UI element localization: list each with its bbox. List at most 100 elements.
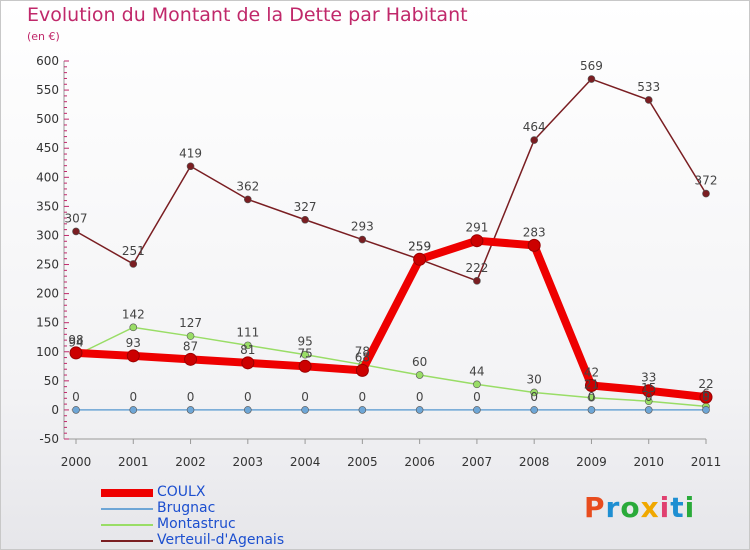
data-point bbox=[241, 356, 255, 370]
x-tick-label: 2006 bbox=[404, 455, 435, 469]
data-point bbox=[129, 260, 138, 268]
axes bbox=[63, 61, 706, 440]
data-point bbox=[587, 406, 596, 414]
data-point bbox=[473, 406, 481, 414]
data-point bbox=[184, 352, 198, 366]
x-tick-label: 2007 bbox=[462, 455, 493, 469]
data-label: 0 bbox=[244, 390, 252, 404]
data-label: 44 bbox=[469, 364, 484, 378]
data-label: 0 bbox=[72, 390, 80, 404]
series-group bbox=[69, 75, 713, 414]
data-label: 142 bbox=[122, 307, 145, 321]
data-label: 0 bbox=[588, 390, 596, 404]
data-point bbox=[72, 227, 80, 236]
data-label: 87 bbox=[183, 339, 198, 353]
data-point bbox=[186, 332, 195, 340]
data-label: 259 bbox=[408, 239, 431, 253]
data-point bbox=[301, 350, 309, 359]
data-point bbox=[530, 136, 538, 144]
data-label: 0 bbox=[530, 390, 538, 404]
data-point bbox=[126, 349, 140, 363]
legend-swatch bbox=[101, 508, 153, 510]
data-point bbox=[358, 406, 367, 414]
x-tick-label: 2004 bbox=[290, 455, 321, 469]
data-label: 222 bbox=[465, 261, 488, 275]
y-tick-label: 350 bbox=[36, 199, 59, 213]
data-point bbox=[129, 323, 138, 332]
data-label: 98 bbox=[68, 333, 83, 347]
logo-letter: P bbox=[584, 491, 606, 524]
data-point bbox=[644, 96, 653, 104]
y-tick-label: 550 bbox=[36, 83, 59, 97]
data-label: 419 bbox=[179, 146, 202, 160]
data-point bbox=[72, 406, 80, 414]
chart-title: Evolution du Montant de la Dette par Hab… bbox=[27, 4, 468, 26]
x-tick-label: 2008 bbox=[519, 455, 550, 469]
data-point bbox=[298, 359, 312, 373]
data-label: 127 bbox=[179, 316, 202, 330]
y-tick-label: 150 bbox=[36, 316, 59, 330]
line-chart: -50050100150200250300350400450500550600 … bbox=[36, 54, 722, 469]
data-point bbox=[301, 215, 309, 224]
x-tick-label: 2009 bbox=[576, 455, 607, 469]
x-tick-label: 2003 bbox=[233, 455, 264, 469]
data-labels: 307 251 419 362 327 293 259 222 464 569 533 372 94 14… bbox=[65, 59, 718, 404]
legend-item: Brugnac bbox=[101, 500, 361, 517]
data-label: 21 bbox=[584, 378, 599, 392]
y-tick-label: 0 bbox=[51, 403, 59, 417]
legend-label: Montastruc bbox=[157, 516, 236, 532]
data-label: 569 bbox=[580, 59, 603, 73]
data-label: 259 bbox=[408, 239, 431, 253]
data-point bbox=[473, 380, 481, 389]
y-tick-label: 250 bbox=[36, 258, 59, 272]
x-tick-label: 2005 bbox=[347, 455, 378, 469]
y-tick-label: 400 bbox=[36, 170, 59, 184]
legend-item: COULX bbox=[101, 484, 361, 501]
data-point bbox=[186, 406, 195, 414]
data-label: 0 bbox=[129, 390, 137, 404]
data-point bbox=[244, 195, 252, 204]
data-point bbox=[358, 235, 367, 244]
data-label: 327 bbox=[294, 200, 317, 214]
data-point bbox=[530, 406, 538, 414]
data-point bbox=[244, 406, 252, 414]
data-label: 293 bbox=[351, 220, 374, 234]
y-tick-label: 450 bbox=[36, 141, 59, 155]
data-point bbox=[301, 406, 309, 414]
y-tick-label: 200 bbox=[36, 287, 59, 301]
data-label: 0 bbox=[187, 390, 195, 404]
logo-letter: t bbox=[670, 491, 685, 524]
data-label: 464 bbox=[523, 120, 546, 134]
legend-item: Verteuil-d'Agenais bbox=[101, 532, 361, 549]
data-label: 372 bbox=[695, 174, 718, 188]
data-label: 68 bbox=[355, 350, 370, 364]
series-line-coulx bbox=[72, 236, 710, 402]
data-point bbox=[470, 234, 484, 248]
y-axis-ticks: -50 0 50 100 150 200 250 300 350 400 450 500 550 600 bbox=[36, 54, 69, 446]
data-point bbox=[699, 390, 713, 404]
data-label: 283 bbox=[523, 225, 546, 239]
data-point bbox=[415, 406, 424, 414]
data-point bbox=[587, 393, 596, 402]
legend: COULX Brugnac Montastruc Verteuil-d'Agenais bbox=[101, 484, 361, 549]
data-label: 0 bbox=[473, 390, 481, 404]
data-point bbox=[244, 341, 252, 350]
data-point bbox=[186, 162, 195, 171]
data-point bbox=[642, 384, 656, 398]
data-point bbox=[129, 406, 138, 414]
data-label: 362 bbox=[236, 179, 259, 193]
legend-swatch bbox=[101, 540, 153, 542]
data-point bbox=[413, 252, 427, 266]
x-tick-label: 2011 bbox=[691, 455, 722, 469]
data-label: 94 bbox=[68, 335, 83, 349]
data-point bbox=[702, 406, 710, 414]
legend-swatch bbox=[101, 489, 153, 497]
data-label: 0 bbox=[416, 390, 424, 404]
data-label: 251 bbox=[122, 244, 145, 258]
y-tick-label: 100 bbox=[36, 345, 59, 359]
data-point bbox=[644, 406, 653, 414]
x-tick-label: 2001 bbox=[118, 455, 149, 469]
data-label: 95 bbox=[297, 335, 312, 349]
x-tick-label: 2000 bbox=[61, 455, 92, 469]
